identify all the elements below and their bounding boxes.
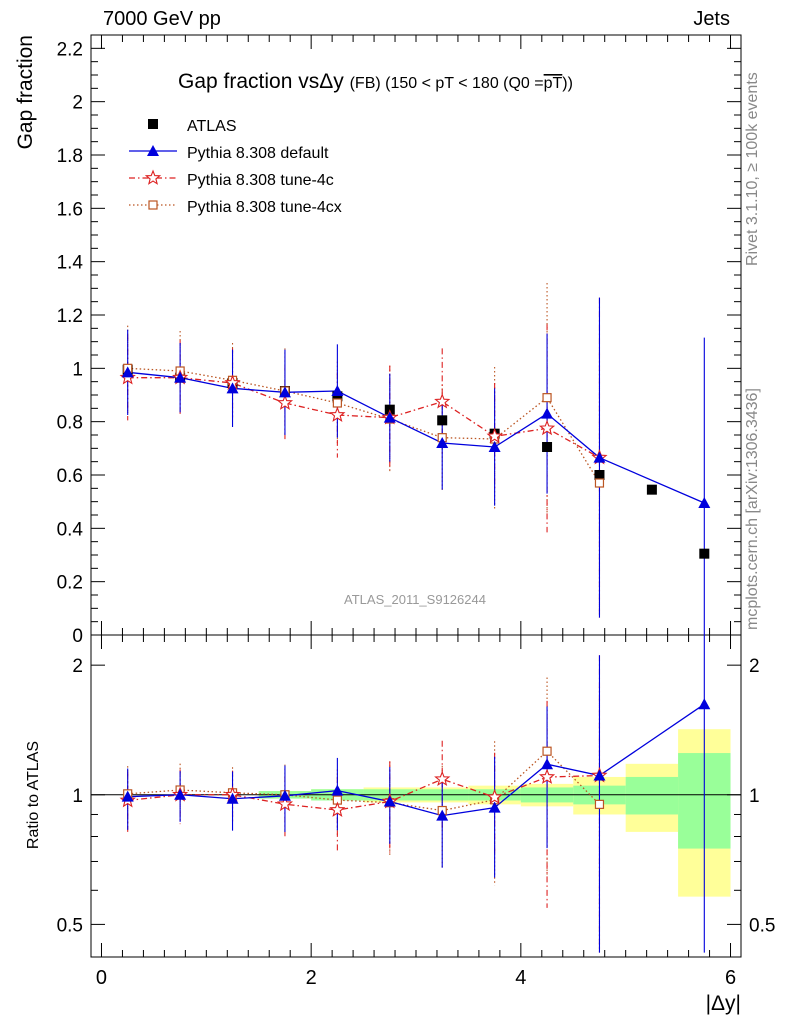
y-tick-label: 0.2: [57, 573, 83, 594]
ratio-point-triangle: [331, 784, 344, 796]
ratio-point-star: [538, 768, 556, 784]
header-right: Jets: [693, 8, 730, 30]
data-point-triangle: [121, 366, 134, 378]
x-tick-label: 2: [306, 967, 317, 989]
series-main-1: [127, 297, 705, 635]
ratio-point-triangle: [436, 809, 449, 821]
ratio-point-opensquare: [594, 799, 605, 809]
chart-title: Gap fraction vsΔy (FB) (150 < pT < 180 (…: [178, 70, 573, 93]
data-point-opensquare: [332, 398, 342, 408]
data-point-triangle: [541, 407, 554, 419]
legend-marker: [148, 200, 158, 210]
ratio-point-star: [486, 788, 503, 805]
ratio-point-triangle: [593, 769, 606, 781]
ratio-point-triangle: [698, 698, 711, 710]
ratio-tick-label: 2: [72, 656, 83, 677]
y-tick-label: 2.2: [57, 39, 83, 60]
legend-label: Pythia 8.308 default: [187, 145, 329, 162]
y-axis-label: Gap fraction: [14, 35, 37, 149]
data-point-opensquare: [542, 393, 552, 403]
ratio-tick-label-right: 0.5: [749, 915, 775, 936]
series-line: [127, 377, 600, 459]
data-point-triangle: [331, 385, 344, 396]
ratio-point-opensquare: [542, 746, 552, 756]
data-point-triangle: [593, 451, 606, 463]
legend-label: Pythia 8.308 tune-4c: [187, 172, 334, 189]
ratio-tick-label: 1: [72, 786, 83, 807]
legend-marker: [148, 119, 158, 129]
data-point-triangle: [278, 386, 291, 398]
data-point-triangle: [383, 411, 396, 423]
data-point-opensquare: [594, 478, 605, 488]
legend-marker: [144, 169, 162, 185]
y-tick-label: 0.6: [57, 466, 83, 487]
ratio-point-triangle: [541, 758, 554, 770]
data-point-triangle: [226, 382, 239, 394]
data-point-star: [486, 427, 503, 444]
data-point-atlas: [699, 548, 710, 559]
ratio-point-triangle: [226, 792, 239, 804]
x-axis-label: |Δy|: [706, 992, 741, 1015]
y-tick-label: 0.4: [57, 519, 84, 540]
header-left: 7000 GeV pp: [103, 8, 221, 30]
mcplots-label: mcplots.cern.ch [arXiv:1306.3436]: [744, 388, 761, 630]
ratio-axis-label: Ratio to ATLAS: [25, 741, 42, 849]
ratio-tick-label: 0.5: [57, 915, 83, 936]
ratio-tick-label-right: 1: [749, 786, 760, 807]
data-point-star: [538, 419, 556, 436]
ratio-point-triangle: [174, 788, 187, 800]
data-point-atlas: [646, 484, 657, 495]
y-tick-label: 2: [72, 93, 83, 114]
watermark: ATLAS_2011_S9126244: [344, 592, 486, 607]
data-point-star: [329, 406, 346, 422]
data-point-atlas: [542, 442, 553, 452]
series-line: [127, 371, 705, 504]
series-ratio-3: [127, 677, 601, 953]
y-tick-label: 1.2: [57, 306, 83, 327]
y-tick-label: 0: [72, 626, 83, 647]
legend-marker: [147, 145, 159, 156]
legend-label: ATLAS: [187, 118, 237, 135]
data-point-star: [434, 393, 451, 409]
y-tick-label: 1.6: [57, 199, 83, 220]
y-tick-label: 1: [72, 359, 83, 380]
ratio-line: [127, 750, 600, 812]
series-main-3: [127, 283, 601, 617]
y-tick-label: 1.8: [57, 146, 83, 167]
x-tick-label: 4: [515, 967, 526, 989]
legend-label: Pythia 8.308 tune-4cx: [187, 199, 342, 216]
x-tick-label: 0: [96, 967, 107, 989]
data-point-triangle: [698, 497, 711, 508]
ratio-point-triangle: [278, 789, 291, 801]
y-tick-label: 0.8: [57, 413, 83, 434]
data-point-triangle: [436, 437, 449, 448]
series-line: [127, 367, 601, 484]
x-tick-label: 6: [725, 967, 736, 989]
data-point-atlas: [332, 391, 343, 402]
ratio-point-triangle: [121, 790, 134, 802]
band-inner: [625, 776, 679, 815]
ratio-tick-label-right: 2: [749, 656, 760, 677]
data-point-triangle: [488, 441, 501, 452]
data-point-atlas: [594, 470, 605, 480]
ratio-point-star: [434, 770, 451, 787]
series-ratio-1: [127, 635, 705, 953]
data-point-atlas: [437, 415, 448, 426]
ratio-point-star: [276, 795, 294, 812]
ratio-point-star: [329, 801, 346, 817]
data-point-star: [276, 394, 294, 410]
y-tick-label: 1.4: [57, 253, 84, 274]
ratio-point-triangle: [383, 795, 396, 807]
rivet-label: Rivet 3.1.10, ≥ 100k events: [744, 72, 761, 266]
series-main-2: [127, 297, 601, 618]
ratio-point-triangle: [488, 801, 501, 813]
data-point-triangle: [174, 371, 187, 383]
